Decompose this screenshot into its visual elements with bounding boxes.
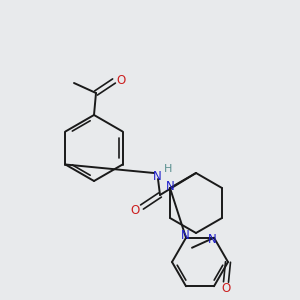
Text: O: O	[116, 74, 126, 86]
Text: O: O	[221, 283, 231, 296]
Text: N: N	[181, 229, 189, 242]
Text: N: N	[166, 179, 174, 193]
Text: N: N	[208, 233, 216, 246]
Text: O: O	[130, 203, 140, 217]
Text: N: N	[153, 169, 161, 182]
Text: H: H	[164, 164, 172, 174]
